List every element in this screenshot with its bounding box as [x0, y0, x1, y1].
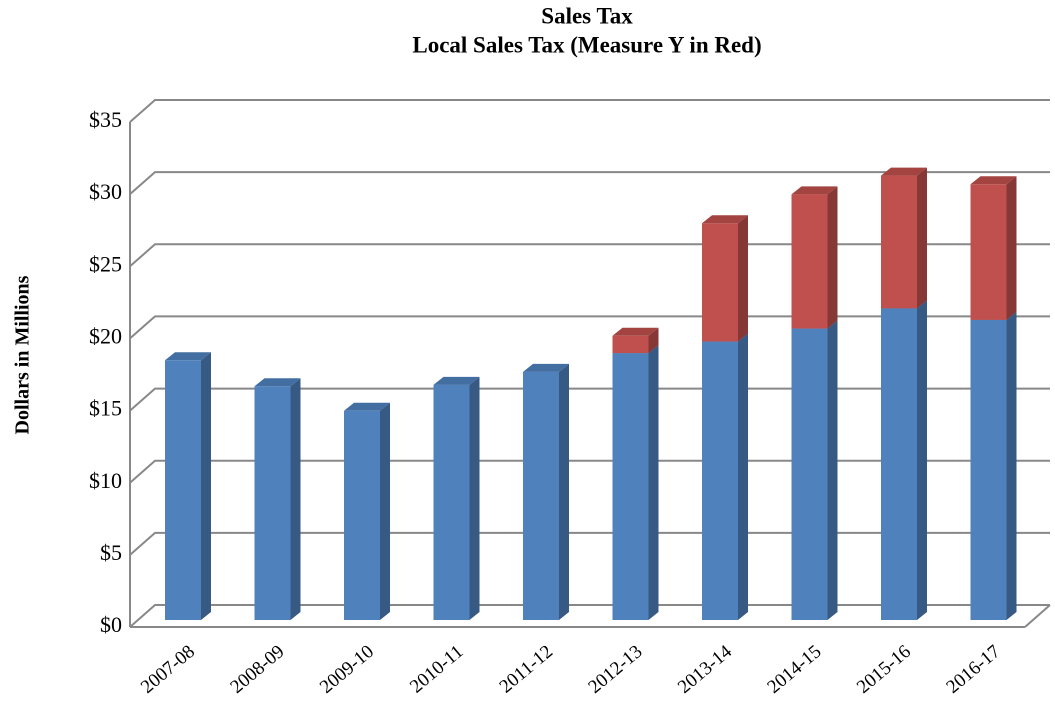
y-tick-label: $10: [89, 468, 122, 493]
x-tick-label: 2014-15: [764, 641, 826, 698]
grid-line: [129, 243, 1050, 268]
grid-line: [129, 99, 1050, 123]
y-tick-label: $0: [100, 612, 122, 637]
grid-line: [129, 459, 1050, 484]
x-tick-label: 2012-13: [585, 641, 647, 698]
y-tick-label: $25: [89, 251, 122, 276]
x-tick-label: 2007-08: [137, 641, 199, 698]
floor-right: [1024, 604, 1051, 628]
bar: [523, 363, 569, 620]
bar: [702, 215, 748, 342]
grid-line: [129, 531, 1050, 556]
bar: [433, 376, 480, 620]
y-tick-label: $20: [89, 323, 122, 348]
x-tick-label: 2011-12: [496, 641, 557, 697]
bar: [881, 300, 927, 620]
chart-subtitle: Local Sales Tax (Measure Y in Red): [412, 32, 761, 57]
y-tick-label: $15: [89, 396, 122, 421]
y-tick-label: $30: [89, 179, 122, 204]
x-tick-label: 2008-09: [227, 641, 289, 698]
bar: [970, 311, 1017, 620]
grid-line: [129, 387, 1050, 412]
bar: [254, 378, 301, 620]
bar: [791, 186, 838, 329]
grid-line: [129, 315, 1050, 340]
x-tick-label: 2013-14: [674, 641, 736, 698]
bar: [791, 320, 838, 620]
bar: [612, 345, 659, 620]
bar: [612, 327, 659, 354]
grid-line: [129, 171, 1050, 195]
chart-title: Sales Tax: [541, 3, 633, 28]
bar: [702, 333, 748, 620]
bar: [165, 352, 211, 620]
x-tick-label: 2015-16: [853, 641, 915, 698]
x-tick-label: 2009-10: [316, 641, 378, 698]
bar: [881, 167, 927, 309]
y-tick-label: $5: [100, 540, 122, 565]
x-tick-label: 2016-17: [943, 641, 1005, 698]
y-axis-label: Dollars in Millions: [12, 275, 34, 434]
bar: [344, 402, 390, 620]
x-tick-label: 2010-11: [406, 641, 467, 697]
grid-line: [129, 604, 1050, 628]
bar: [970, 176, 1017, 320]
y-tick-label: $35: [89, 107, 122, 132]
